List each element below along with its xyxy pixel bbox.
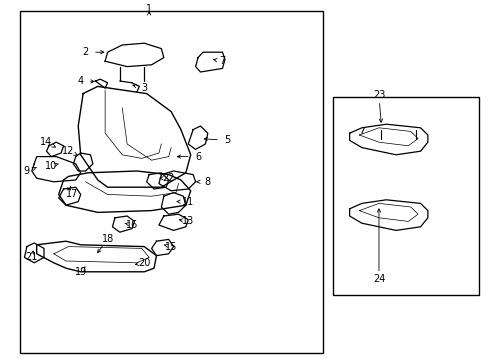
Text: 14: 14 <box>40 137 53 147</box>
Text: 17: 17 <box>66 189 79 199</box>
Text: 1: 1 <box>146 4 152 14</box>
Text: 18: 18 <box>101 234 114 244</box>
Text: 11: 11 <box>182 197 194 207</box>
Text: 22: 22 <box>162 173 175 183</box>
Text: 24: 24 <box>372 274 385 284</box>
Text: 7: 7 <box>219 56 225 66</box>
Text: 6: 6 <box>195 152 201 162</box>
Text: 5: 5 <box>224 135 230 145</box>
Text: 10: 10 <box>45 161 58 171</box>
Bar <box>332 97 478 295</box>
Text: 23: 23 <box>372 90 385 100</box>
Text: 15: 15 <box>164 242 177 252</box>
Text: 9: 9 <box>24 166 30 176</box>
Text: 12: 12 <box>62 146 75 156</box>
Text: 16: 16 <box>125 220 138 230</box>
Text: 20: 20 <box>138 258 150 268</box>
Text: 13: 13 <box>182 216 194 226</box>
Bar <box>20 11 322 353</box>
Text: 3: 3 <box>141 83 147 93</box>
Text: 21: 21 <box>25 252 38 262</box>
Text: 4: 4 <box>78 76 83 86</box>
Text: 19: 19 <box>74 267 87 277</box>
Text: 2: 2 <box>82 47 88 57</box>
Text: 8: 8 <box>204 177 210 187</box>
